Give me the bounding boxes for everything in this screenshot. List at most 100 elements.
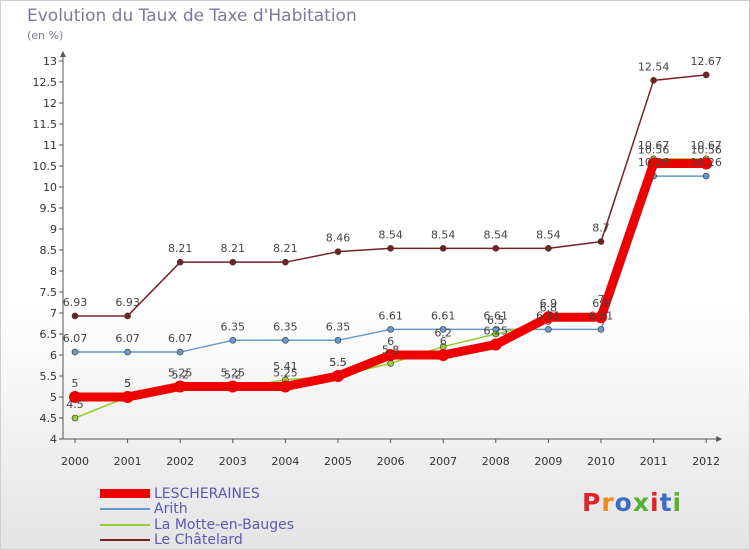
- logo-letter: i: [650, 488, 660, 517]
- data-label: 6: [387, 335, 394, 348]
- data-point: [282, 258, 289, 266]
- data-label: 6.07: [168, 332, 193, 345]
- data-label: 6.9: [592, 297, 610, 310]
- data-label: 6.35: [221, 320, 246, 333]
- chart-title: Evolution du Taux de Taxe d'Habitation: [27, 6, 357, 26]
- series-layer: [69, 71, 713, 422]
- data-label: 6.25: [484, 325, 509, 338]
- data-label: 5.5: [329, 356, 347, 369]
- chart-axes: 4 4.5 5 5.5 6 6.5 7 7.5 8 8.5 9 9.5 10 10.5 11 11.5 12 12…: [33, 51, 723, 468]
- data-point: [387, 360, 394, 367]
- data-label: 5: [124, 377, 131, 390]
- x-tick-label: 2005: [324, 455, 352, 468]
- data-label: 5.8: [382, 343, 400, 356]
- data-point: [700, 157, 713, 170]
- y-tick-label: 12: [43, 97, 57, 110]
- data-label: 7: [598, 293, 605, 306]
- data-point: [71, 414, 79, 422]
- y-tick-label: 7.5: [40, 286, 58, 299]
- legend-item: Arith: [100, 501, 294, 517]
- data-label: 8.46: [326, 232, 351, 245]
- data-label: 8.54: [484, 228, 509, 241]
- data-label: 8.21: [221, 242, 246, 255]
- data-label: 8.7: [592, 222, 610, 235]
- y-tick-label: 4.5: [40, 412, 58, 425]
- y-tick-label: 10: [43, 181, 57, 194]
- data-point: [647, 157, 660, 170]
- data-point: [174, 380, 187, 393]
- data-label: 5.25: [221, 367, 246, 380]
- logo-letter: x: [632, 488, 650, 517]
- data-point: [282, 336, 289, 344]
- data-point: [542, 311, 555, 324]
- data-label: 6.61: [484, 309, 509, 322]
- data-point: [437, 349, 450, 361]
- data-point: [545, 326, 552, 333]
- logo-letter: i: [672, 488, 683, 517]
- data-label: 5: [124, 377, 131, 390]
- data-point: [489, 338, 502, 351]
- data-point: [226, 380, 239, 393]
- data-point: [595, 311, 607, 324]
- data-label: 6.2: [434, 327, 452, 340]
- y-tick-label: 5: [50, 391, 57, 404]
- data-label: 10.56: [638, 143, 670, 156]
- data-label: 10.26: [690, 156, 722, 169]
- y-tick-label: 11.5: [33, 118, 58, 131]
- legend-swatch: [100, 539, 150, 542]
- x-tick-label: 2011: [640, 455, 668, 468]
- data-point: [121, 391, 134, 403]
- data-point: [492, 245, 500, 252]
- legend-item: La Motte-en-Bauges: [100, 517, 294, 533]
- x-tick-label: 2004: [271, 455, 299, 468]
- legend-label: La Motte-en-Bauges: [154, 516, 295, 533]
- data-label: 6.61: [431, 309, 456, 322]
- data-point: [176, 258, 184, 266]
- x-tick-label: 2001: [114, 455, 142, 468]
- data-point: [387, 326, 394, 333]
- y-tick-label: 4: [50, 433, 57, 446]
- data-labels-layer: 5 5 5.25 5.25 5.25 5.5 6 6 6.25 6.9 6.9 10.56 10.56 6…: [63, 55, 722, 411]
- data-label: 6.61: [589, 309, 614, 322]
- data-point: [229, 336, 237, 344]
- series-line-arith: [75, 175, 707, 353]
- y-tick-label: 7: [50, 307, 57, 320]
- data-label: 12.54: [638, 60, 670, 73]
- x-tick-label: 2008: [482, 455, 510, 468]
- data-label: 5.5: [329, 356, 347, 369]
- data-point: [702, 172, 710, 180]
- legend-item: Le Châtelard: [100, 532, 294, 548]
- data-label: 6.8: [540, 301, 558, 314]
- data-point: [176, 348, 184, 356]
- x-tick-label: 2009: [534, 455, 562, 468]
- data-label: 5.2: [171, 369, 189, 382]
- data-label: 8.54: [378, 228, 403, 241]
- data-label: 6.35: [326, 320, 351, 333]
- y-axis-arrow: [60, 51, 66, 57]
- data-label: 10.26: [638, 156, 670, 169]
- data-label: 6.35: [273, 320, 298, 333]
- data-point: [597, 238, 605, 245]
- data-point: [650, 77, 657, 84]
- data-point: [69, 391, 81, 403]
- data-point: [334, 248, 342, 255]
- data-label: 6.9: [540, 297, 558, 310]
- y-tick-label: 11: [43, 139, 57, 152]
- data-point: [597, 326, 605, 333]
- x-tick-label: 2012: [692, 455, 720, 468]
- y-tick-label: 8: [50, 265, 57, 278]
- x-tick-label: 2010: [587, 455, 615, 468]
- y-tick-label: 12.5: [33, 76, 58, 89]
- data-label: 10.67: [690, 139, 722, 152]
- logo-letter: o: [614, 488, 633, 517]
- legend-item: LESCHERAINES: [100, 486, 294, 502]
- data-label: 6.07: [63, 332, 88, 345]
- data-point: [124, 348, 131, 356]
- y-tick-label: 8.5: [40, 244, 58, 257]
- data-point: [439, 245, 447, 252]
- data-point: [71, 312, 79, 320]
- data-point: [229, 258, 237, 266]
- legend-label: LESCHERAINES: [154, 485, 260, 502]
